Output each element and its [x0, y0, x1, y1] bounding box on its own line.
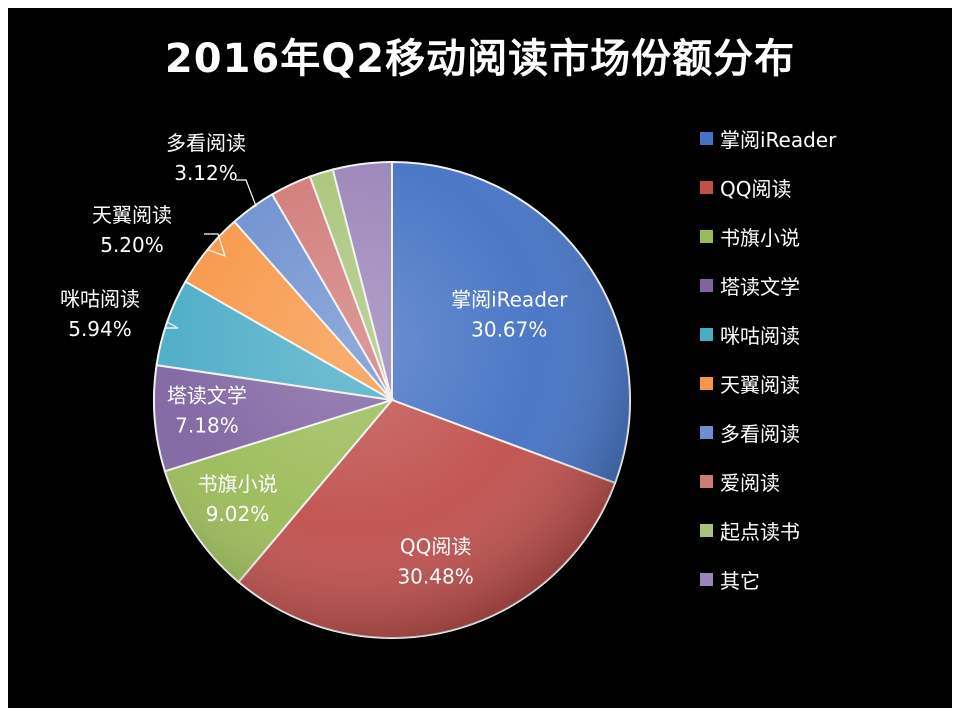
slice-name-label: 掌阅iReader [451, 288, 568, 312]
slice-value-label: 5.20% [100, 233, 164, 257]
legend-item: 多看阅读 [700, 408, 836, 457]
legend-label: 掌阅iReader [720, 128, 837, 152]
slice-value-label: 7.18% [175, 414, 239, 438]
slice-name-label: 塔读文学 [167, 384, 247, 408]
legend-swatch [700, 524, 713, 537]
legend-label: QQ阅读 [720, 177, 792, 201]
slice-name-label: 天翼阅读 [92, 203, 172, 227]
slice-value-label: 30.67% [471, 318, 547, 342]
leader-line [204, 233, 226, 257]
legend-swatch [700, 328, 713, 341]
slice-name-label: 咪咕阅读 [60, 287, 140, 311]
legend-label: 书旗小说 [720, 226, 800, 250]
leader-line [236, 179, 257, 208]
legend-swatch [700, 279, 713, 292]
chart-legend: 掌阅iReader QQ阅读书旗小说塔读文学咪咕阅读天翼阅读多看阅读爱阅读起点读书… [700, 114, 836, 604]
legend-swatch [700, 426, 713, 439]
slice-value-label: 3.12% [174, 161, 238, 185]
slice-value-label: 5.94% [68, 317, 132, 341]
legend-label: 塔读文学 [720, 275, 800, 299]
legend-item: 咪咕阅读 [700, 310, 836, 359]
chart-title: 2016年Q2移动阅读市场份额分布 [164, 36, 796, 82]
slice-name-label: 多看阅读 [166, 131, 246, 155]
legend-swatch [700, 230, 713, 243]
chart-area: 2016年Q2移动阅读市场份额分布 掌阅iReader 30.67% QQ阅读 30.… [8, 8, 952, 708]
legend-label: 起点读书 [720, 520, 800, 544]
legend-item: QQ阅读 [700, 163, 836, 212]
leader-line [166, 321, 179, 329]
legend-item: 掌阅iReader [700, 114, 836, 163]
legend-swatch [700, 475, 713, 488]
legend-label: 爱阅读 [720, 471, 780, 495]
slice-value-label: 30.48% [397, 565, 473, 589]
legend-item: 其它 [700, 555, 836, 604]
legend-label: 多看阅读 [720, 422, 800, 446]
legend-label: 天翼阅读 [720, 373, 800, 397]
legend-swatch [700, 573, 713, 586]
legend-item: 爱阅读 [700, 457, 836, 506]
legend-swatch [700, 132, 713, 145]
legend-label: 咪咕阅读 [720, 324, 800, 348]
legend-label: 其它 [720, 569, 760, 593]
legend-item: 起点读书 [700, 506, 836, 555]
slice-value-label: 9.02% [206, 502, 270, 526]
slice-name-label: 书旗小说 [197, 472, 277, 496]
legend-swatch [700, 181, 713, 194]
legend-item: 塔读文学 [700, 261, 836, 310]
legend-swatch [700, 377, 713, 390]
legend-item: 书旗小说 [700, 212, 836, 261]
slice-name-label: QQ阅读 [400, 535, 471, 559]
legend-item: 天翼阅读 [700, 359, 836, 408]
